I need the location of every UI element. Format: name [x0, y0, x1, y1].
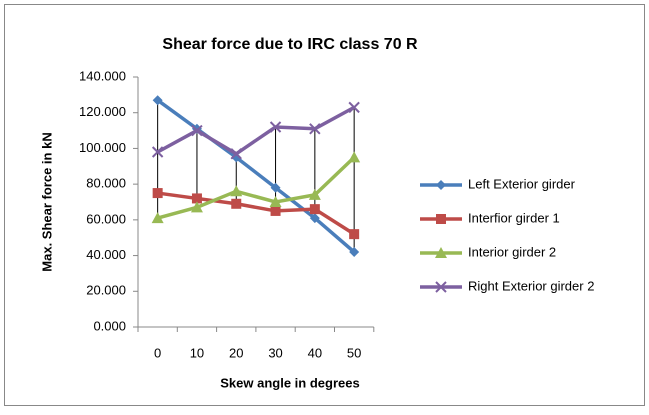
y-tick-label: 80.000 [86, 176, 126, 191]
legend-marker [435, 281, 447, 293]
data-point [349, 229, 360, 240]
data-point [269, 121, 282, 133]
y-tick-label: 60.000 [86, 211, 126, 226]
chart-title: Shear force due to IRC class 70 R [162, 36, 418, 53]
y-tick-label: 100.000 [79, 140, 126, 155]
legend-label: Right Exterior girder 2 [468, 278, 594, 293]
data-point [348, 151, 361, 163]
x-axis-title: Skew angle in degrees [220, 375, 359, 390]
data-point [151, 146, 164, 158]
data-point [270, 182, 281, 193]
legend-marker [436, 180, 446, 190]
series-line [156, 98, 356, 254]
chart-border [4, 4, 645, 406]
y-tick-label: 120.000 [79, 104, 126, 119]
data-point [191, 124, 203, 137]
data-point [270, 205, 281, 216]
x-tick-label: 40 [308, 345, 322, 360]
y-tick-label: 20.000 [86, 283, 126, 298]
x-tick-label: 10 [190, 345, 204, 360]
y-tick-label: 140.000 [79, 68, 126, 83]
data-point [308, 188, 321, 200]
data-point [230, 148, 242, 160]
data-point [309, 123, 321, 135]
x-tick-label: 20 [229, 345, 243, 360]
data-point [269, 196, 282, 207]
data-point [151, 212, 164, 224]
x-tick-label: 50 [347, 345, 361, 360]
data-point [230, 185, 243, 197]
legend-label: Interior girder 2 [468, 244, 556, 259]
data-point [191, 193, 202, 204]
y-tick-label: 40.000 [86, 247, 126, 262]
data-point [231, 152, 242, 163]
series-line [156, 105, 355, 156]
data-point [309, 213, 320, 224]
series-line [157, 191, 356, 236]
data-point [309, 204, 320, 215]
data-point [231, 198, 242, 209]
legend-marker [436, 214, 446, 224]
data-point [190, 201, 203, 213]
legend-label: Interfior girder 1 [468, 210, 560, 225]
series-line [157, 156, 356, 220]
data-point [348, 101, 360, 114]
data-point [152, 95, 163, 106]
data-point [152, 188, 163, 199]
y-tick-label: 0.000 [93, 318, 126, 333]
x-tick-label: 0 [154, 345, 161, 360]
data-point [349, 247, 360, 257]
x-tick-label: 30 [268, 345, 282, 360]
legend-marker [435, 247, 447, 258]
legend-label: Left Exterior girder [468, 176, 576, 191]
y-axis-title: Max. Shear force in kN [39, 132, 54, 271]
